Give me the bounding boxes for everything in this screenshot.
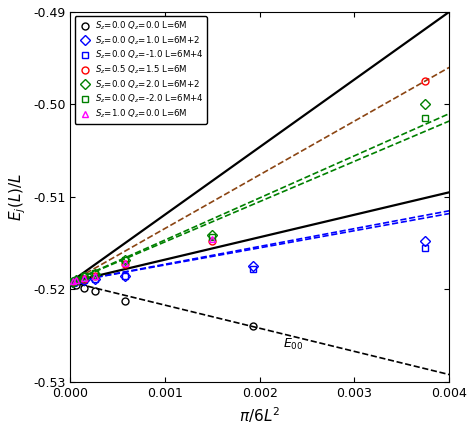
$S_z$=0.0 $Q_z$=1.0 L=6M+2: [70, 280, 75, 285]
$S_z$=0.5 $Q_z$=1.5 L=6M: [92, 273, 98, 278]
Line: $S_z$=0.0 $Q_z$=1.0 L=6M+2: $S_z$=0.0 $Q_z$=1.0 L=6M+2: [69, 238, 429, 286]
$S_z$=0.0 $Q_z$=1.0 L=6M+2: [122, 274, 128, 279]
$S_z$=0.0 $Q_z$=-2.0 L=6M+4: [92, 270, 98, 275]
$S_z$=0.0 $Q_z$=2.0 L=6M+2: [210, 232, 215, 238]
Line: $S_z$=1.0 $Q_z$=0.0 L=6M: $S_z$=1.0 $Q_z$=0.0 L=6M: [69, 236, 216, 285]
Line: $S_z$=0.5 $Q_z$=1.5 L=6M: $S_z$=0.5 $Q_z$=1.5 L=6M: [69, 78, 429, 286]
$S_z$=0.0 $Q_z$=2.0 L=6M+2: [73, 278, 79, 283]
Line: $S_z$=0.0 $Q_z$=-1.0 L=6M+4: $S_z$=0.0 $Q_z$=-1.0 L=6M+4: [69, 245, 429, 286]
$S_z$=1.0 $Q_z$=0.0 L=6M: [210, 237, 215, 242]
$S_z$=1.0 $Q_z$=0.0 L=6M: [92, 273, 98, 278]
$S_z$=0.0 $Q_z$=-1.0 L=6M+4: [70, 280, 75, 285]
$S_z$=0.0 $Q_z$=2.0 L=6M+2: [70, 280, 75, 285]
Legend: $S_z$=0.0 $Q_z$=0.0 L=6M, $S_z$=0.0 $Q_z$=1.0 L=6M+2, $S_z$=0.0 $Q_z$=-1.0 L=6M+: $S_z$=0.0 $Q_z$=0.0 L=6M, $S_z$=0.0 $Q_z…: [75, 16, 207, 124]
$S_z$=1.0 $Q_z$=0.0 L=6M: [73, 278, 79, 283]
$S_z$=0.0 $Q_z$=1.0 L=6M+2: [250, 264, 256, 269]
$S_z$=0.0 $Q_z$=2.0 L=6M+2: [92, 271, 98, 276]
$S_z$=0.0 $Q_z$=-2.0 L=6M+4: [422, 116, 428, 121]
$S_z$=0.0 $Q_z$=-1.0 L=6M+4: [73, 279, 79, 284]
$S_z$=0.5 $Q_z$=1.5 L=6M: [73, 279, 79, 284]
$S_z$=0.0 $Q_z$=1.0 L=6M+2: [422, 239, 428, 244]
$S_z$=0.0 $Q_z$=-2.0 L=6M+4: [82, 274, 87, 279]
$S_z$=0.0 $Q_z$=0.0 L=6M: [250, 324, 256, 329]
$S_z$=0.0 $Q_z$=-1.0 L=6M+4: [250, 267, 256, 272]
$S_z$=0.0 $Q_z$=2.0 L=6M+2: [122, 257, 128, 262]
$S_z$=0.0 $Q_z$=-1.0 L=6M+4: [422, 245, 428, 251]
$S_z$=0.0 $Q_z$=-1.0 L=6M+4: [122, 274, 128, 279]
$S_z$=0.0 $Q_z$=2.0 L=6M+2: [82, 275, 87, 280]
Y-axis label: $E_j(L)/L$: $E_j(L)/L$: [7, 173, 27, 221]
$S_z$=0.0 $Q_z$=1.0 L=6M+2: [92, 276, 98, 282]
$S_z$=0.0 $Q_z$=2.0 L=6M+2: [422, 102, 428, 107]
Text: $E_{00}$: $E_{00}$: [283, 337, 304, 352]
$S_z$=0.5 $Q_z$=1.5 L=6M: [70, 280, 75, 285]
$S_z$=0.5 $Q_z$=1.5 L=6M: [422, 79, 428, 84]
$S_z$=1.0 $Q_z$=0.0 L=6M: [122, 260, 128, 265]
$S_z$=0.0 $Q_z$=1.0 L=6M+2: [73, 279, 79, 284]
$S_z$=0.5 $Q_z$=1.5 L=6M: [82, 276, 87, 282]
$S_z$=0.0 $Q_z$=0.0 L=6M: [73, 282, 79, 287]
$S_z$=1.0 $Q_z$=0.0 L=6M: [82, 276, 87, 281]
Line: $S_z$=0.0 $Q_z$=-2.0 L=6M+4: $S_z$=0.0 $Q_z$=-2.0 L=6M+4: [69, 115, 429, 285]
$S_z$=0.0 $Q_z$=-1.0 L=6M+4: [82, 278, 87, 283]
$S_z$=0.0 $Q_z$=0.0 L=6M: [82, 285, 87, 290]
Line: $S_z$=0.0 $Q_z$=0.0 L=6M: $S_z$=0.0 $Q_z$=0.0 L=6M: [69, 280, 256, 330]
$S_z$=0.0 $Q_z$=0.0 L=6M: [70, 280, 75, 286]
Line: $S_z$=0.0 $Q_z$=2.0 L=6M+2: $S_z$=0.0 $Q_z$=2.0 L=6M+2: [69, 101, 429, 286]
$S_z$=0.0 $Q_z$=0.0 L=6M: [92, 289, 98, 294]
$S_z$=1.0 $Q_z$=0.0 L=6M: [70, 279, 75, 284]
X-axis label: $\pi/6L^2$: $\pi/6L^2$: [239, 405, 281, 425]
$S_z$=0.0 $Q_z$=0.0 L=6M: [122, 299, 128, 304]
$S_z$=0.0 $Q_z$=-2.0 L=6M+4: [210, 234, 215, 239]
$S_z$=0.5 $Q_z$=1.5 L=6M: [122, 261, 128, 266]
$S_z$=0.0 $Q_z$=-2.0 L=6M+4: [70, 279, 75, 284]
$S_z$=0.0 $Q_z$=-2.0 L=6M+4: [122, 257, 128, 262]
$S_z$=0.0 $Q_z$=1.0 L=6M+2: [82, 278, 87, 283]
$S_z$=0.5 $Q_z$=1.5 L=6M: [210, 239, 215, 244]
$S_z$=0.0 $Q_z$=-1.0 L=6M+4: [92, 276, 98, 282]
$S_z$=0.0 $Q_z$=-2.0 L=6M+4: [73, 278, 79, 283]
